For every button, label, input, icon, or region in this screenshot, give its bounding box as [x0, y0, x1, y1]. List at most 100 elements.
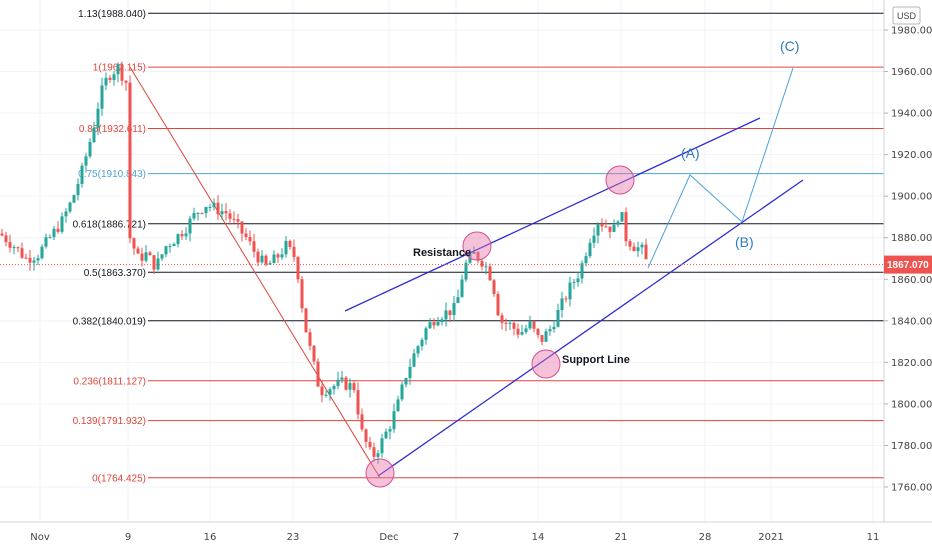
candle-body	[132, 238, 136, 249]
last-price-tag	[884, 255, 932, 274]
candle-body	[416, 346, 420, 354]
candle-body	[8, 242, 12, 248]
candle-body	[164, 246, 168, 255]
candle-body	[136, 248, 140, 254]
candle-body	[444, 310, 448, 320]
candle-body	[296, 257, 300, 280]
y-tick-label: 1960.000	[891, 67, 932, 78]
candle-body	[384, 431, 388, 439]
candle-body	[212, 202, 216, 207]
candle-body	[452, 303, 456, 315]
x-tick-label: 14	[532, 532, 545, 543]
fib-level-label: 0.618(1886.721)	[73, 219, 146, 230]
candle-body	[392, 411, 396, 430]
candle-body	[400, 384, 404, 400]
x-tick-label: Dec	[379, 532, 398, 543]
wave-projection-path	[647, 67, 794, 269]
x-tick-label: 23	[287, 532, 300, 543]
candle-body	[572, 282, 576, 284]
candle-body	[48, 237, 52, 239]
candle-body	[120, 64, 124, 81]
candle-body	[564, 298, 568, 300]
candlestick-series	[0, 61, 648, 464]
y-tick-label: 1800.000	[891, 399, 932, 410]
candle-body	[320, 386, 324, 396]
y-tick-label: 1860.000	[891, 275, 932, 286]
candle-body	[220, 211, 224, 215]
touch-point-marker	[365, 458, 395, 488]
x-tick-label: 28	[699, 532, 712, 543]
candle-body	[32, 260, 36, 263]
candle-body	[96, 108, 100, 128]
touch-point-marker	[531, 349, 561, 379]
candle-body	[148, 252, 152, 256]
fib-level-label: 0.85(1932.611)	[79, 124, 146, 135]
candle-body	[12, 247, 16, 249]
candle-body	[188, 218, 192, 234]
candle-body	[228, 213, 232, 219]
resistance-label: Resistance	[413, 247, 471, 259]
candle-body	[232, 218, 236, 220]
candle-body	[396, 399, 400, 412]
candle-body	[152, 255, 156, 270]
candle-body	[420, 339, 424, 347]
candle-body	[112, 74, 116, 80]
candle-body	[604, 226, 608, 228]
x-tick-label: 16	[204, 532, 217, 543]
candle-body	[316, 361, 320, 387]
candle-body	[456, 297, 460, 304]
candle-body	[528, 321, 532, 329]
candle-body	[356, 390, 360, 415]
candle-body	[620, 212, 624, 222]
candle-body	[68, 202, 72, 212]
candle-body	[612, 224, 616, 232]
candle-body	[24, 257, 28, 259]
candle-body	[496, 294, 500, 316]
candle-body	[300, 279, 304, 309]
x-tick-label: 7	[453, 532, 459, 543]
candle-body	[88, 141, 92, 157]
candle-body	[380, 438, 384, 454]
candle-body	[408, 366, 412, 379]
candle-body	[328, 389, 332, 395]
candle-body	[448, 310, 452, 315]
candle-body	[184, 233, 188, 237]
candle-body	[552, 326, 556, 330]
candle-body	[160, 254, 164, 259]
candle-body	[592, 235, 596, 243]
candle-body	[504, 322, 508, 324]
candle-body	[260, 255, 264, 263]
candle-body	[524, 328, 528, 333]
wave-a-label: (A)	[681, 145, 700, 161]
candle-body	[64, 211, 68, 217]
candle-body	[268, 263, 272, 265]
candle-body	[248, 237, 252, 242]
candle-body	[368, 441, 372, 448]
candle-body	[192, 213, 196, 219]
candle-body	[280, 254, 284, 258]
fib-level-label: 0.382(1840.019)	[73, 316, 146, 327]
candle-body	[80, 165, 84, 184]
currency-label: USD	[897, 11, 917, 21]
y-tick-label: 1880.000	[891, 233, 932, 244]
x-tick-label: 11	[867, 532, 880, 543]
candle-body	[176, 234, 180, 244]
candle-body	[124, 80, 128, 83]
wave-b-label: (B)	[735, 234, 754, 250]
candle-body	[40, 246, 44, 259]
candle-body	[644, 244, 648, 260]
candle-body	[340, 377, 344, 380]
fib-trend-line	[129, 66, 381, 479]
candle-body	[404, 378, 408, 385]
candle-body	[100, 85, 104, 109]
candle-body	[532, 321, 536, 329]
candle-body	[304, 308, 308, 333]
candle-body	[336, 379, 340, 387]
candle-body	[580, 263, 584, 279]
candle-body	[360, 414, 364, 430]
candle-body	[208, 206, 212, 208]
candle-body	[412, 353, 416, 367]
candle-body	[288, 240, 292, 247]
y-tick-label: 1940.000	[891, 109, 932, 120]
